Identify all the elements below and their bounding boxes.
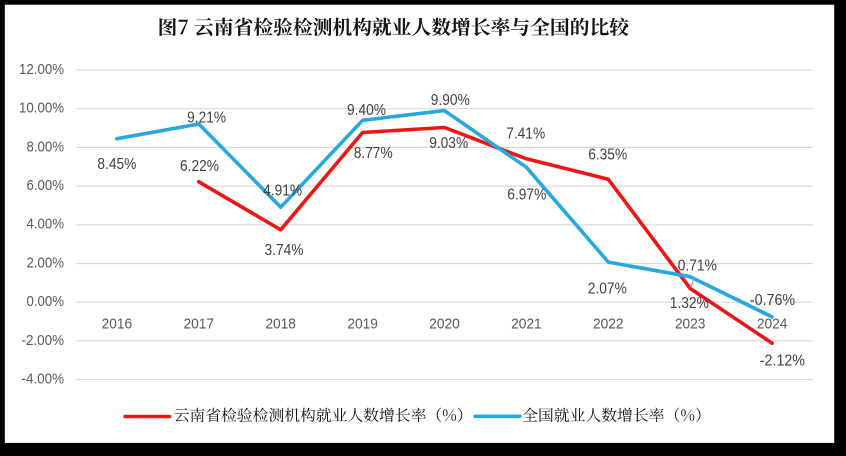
svg-text:2.07%: 2.07% [588, 280, 627, 297]
svg-text:8.00%: 8.00% [27, 138, 65, 155]
svg-text:0.71%: 0.71% [678, 258, 717, 275]
svg-text:-0.76%: -0.76% [750, 292, 795, 309]
svg-text:9.21%: 9.21% [187, 110, 226, 127]
svg-text:6.97%: 6.97% [507, 187, 546, 204]
svg-text:3.74%: 3.74% [265, 242, 304, 259]
svg-text:9.03%: 9.03% [429, 135, 468, 152]
svg-text:2022: 2022 [593, 315, 624, 332]
svg-text:6.00%: 6.00% [27, 177, 65, 194]
svg-text:2021: 2021 [511, 315, 542, 332]
svg-text:9.40%: 9.40% [347, 102, 386, 119]
svg-text:-2.12%: -2.12% [760, 353, 805, 370]
svg-text:2016: 2016 [102, 315, 133, 332]
svg-text:12.00%: 12.00% [19, 61, 64, 78]
svg-text:2023: 2023 [675, 315, 706, 332]
svg-text:6.35%: 6.35% [588, 146, 627, 163]
svg-text:2017: 2017 [184, 315, 215, 332]
svg-text:2.00%: 2.00% [27, 254, 65, 271]
svg-text:2018: 2018 [265, 315, 296, 332]
svg-text:0.00%: 0.00% [27, 293, 65, 310]
svg-text:6.22%: 6.22% [180, 158, 219, 175]
svg-text:7.41%: 7.41% [506, 125, 545, 142]
svg-text:2024: 2024 [757, 315, 788, 332]
svg-text:2020: 2020 [429, 315, 460, 332]
svg-text:1.32%: 1.32% [670, 295, 709, 312]
svg-text:8.77%: 8.77% [354, 145, 393, 162]
svg-text:2019: 2019 [347, 315, 378, 332]
svg-text:4.00%: 4.00% [27, 216, 65, 233]
svg-text:-2.00%: -2.00% [22, 332, 65, 349]
svg-text:8.45%: 8.45% [97, 156, 136, 173]
svg-text:4.91%: 4.91% [263, 182, 302, 199]
svg-text:9.90%: 9.90% [431, 92, 470, 109]
svg-text:10.00%: 10.00% [19, 100, 64, 117]
svg-text:-4.00%: -4.00% [22, 371, 65, 388]
